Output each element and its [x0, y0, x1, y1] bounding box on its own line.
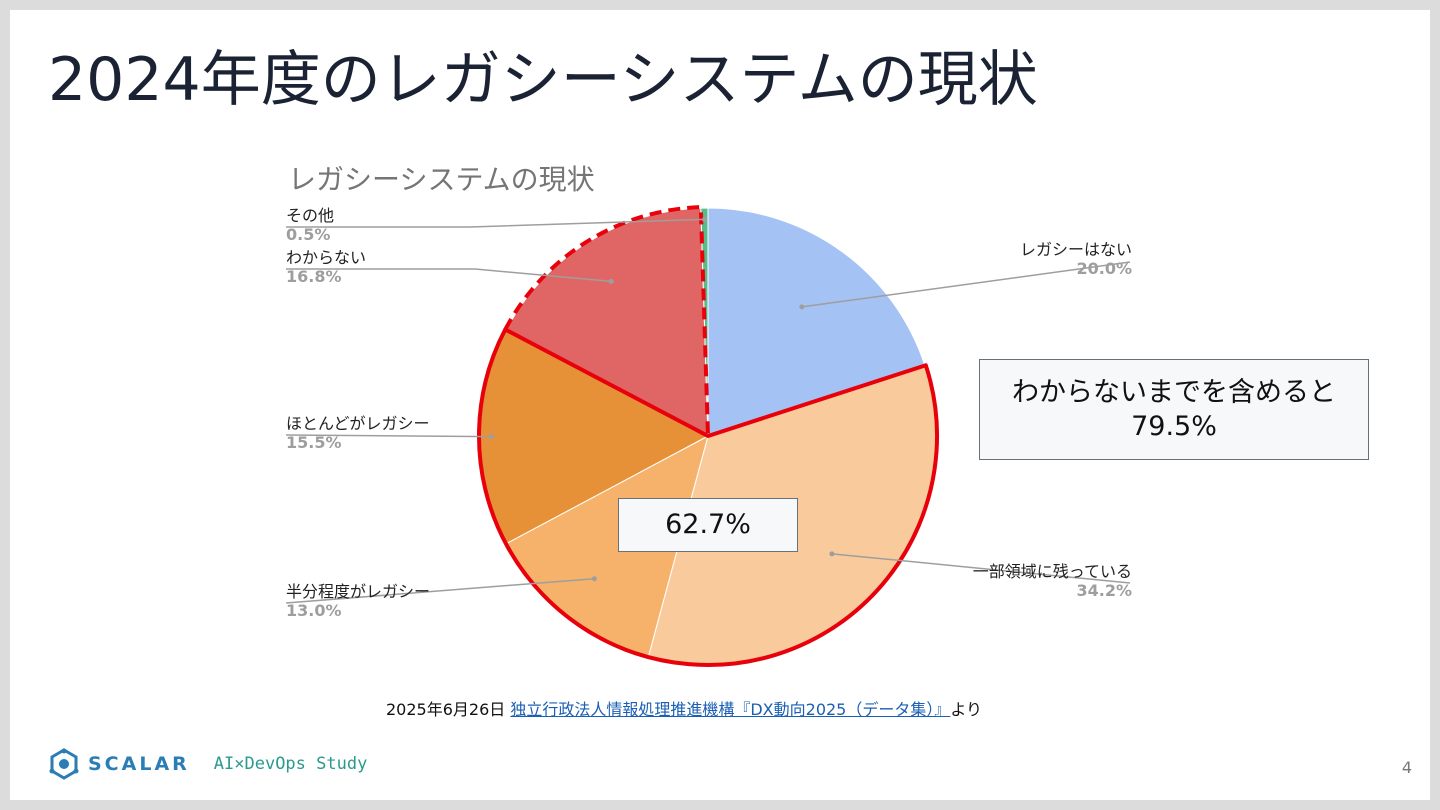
- label-half-legacy: 半分程度がレガシー 13.0%: [286, 584, 430, 619]
- source-suffix: より: [950, 700, 983, 719]
- scalar-logo-icon: [49, 748, 79, 780]
- slice-other: [700, 207, 709, 437]
- leader-unknown: [286, 268, 612, 283]
- leader-no-legacy: [801, 261, 1131, 308]
- slice-no-legacy: [707, 207, 926, 437]
- leader-no-legacy-dot: [799, 304, 805, 310]
- leader-partial-legacy-dot: [829, 551, 835, 557]
- label-half-legacy-name: 半分程度がレガシー: [286, 582, 431, 601]
- label-partial-legacy-value: 34.2%: [1076, 581, 1132, 600]
- page-number: 4: [1401, 758, 1412, 777]
- leader-half-legacy-dot: [591, 576, 597, 582]
- callout-including-unknown: わからないまでを含めると 79.5%: [979, 359, 1369, 460]
- label-unknown: わからない 16.8%: [286, 250, 366, 285]
- callout-big-line2: 79.5%: [1131, 411, 1217, 442]
- leader-mostly-legacy-dot: [488, 434, 494, 440]
- chart-title: レガシーシステムの現状: [288, 163, 595, 196]
- leader-mostly-legacy: [285, 434, 492, 438]
- source-link[interactable]: 独立行政法人情報処理推進機構『DX動向2025（データ集）』: [510, 700, 951, 719]
- label-mostly-legacy-value: 15.5%: [286, 433, 342, 452]
- leader-unknown-dot: [608, 278, 614, 284]
- footer-logo: SCALAR AI×DevOps Study: [48, 748, 367, 780]
- label-mostly-legacy-name: ほとんどがレガシー: [286, 414, 430, 433]
- source-citation: 2025年6月26日 独立行政法人情報処理推進機構『DX動向2025（データ集）…: [386, 696, 982, 720]
- label-unknown-value: 16.8%: [286, 267, 342, 286]
- leader-other: [286, 218, 705, 228]
- label-other: その他 0.5%: [286, 208, 334, 243]
- label-no-legacy-name: レガシーはない: [1019, 240, 1132, 259]
- callout-legacy-total: 62.7%: [618, 498, 798, 552]
- label-half-legacy-value: 13.0%: [286, 601, 342, 620]
- leader-other-dot: [702, 216, 708, 222]
- highlight-outline-legacy: [477, 327, 939, 667]
- leader-partial-legacy: [831, 553, 1131, 584]
- study-name: AI×DevOps Study: [213, 754, 368, 774]
- highlight-outline-unknown: [503, 205, 710, 437]
- source-date: 2025年6月26日: [386, 700, 506, 719]
- leader-half-legacy: [285, 577, 595, 604]
- label-other-name: その他: [286, 206, 335, 225]
- page-title: 2024年度のレガシーシステムの現状: [48, 45, 1038, 115]
- label-mostly-legacy: ほとんどがレガシー 15.5%: [286, 416, 430, 451]
- logo-text: SCALAR: [88, 753, 190, 775]
- label-partial-legacy: 一部領域に残っている 34.2%: [973, 564, 1132, 599]
- label-partial-legacy-name: 一部領域に残っている: [972, 562, 1132, 581]
- callout-big-line1: わからないまでを含めると: [1012, 377, 1336, 408]
- slide: 2024年度のレガシーシステムの現状 レガシーシステムの現状 その他 0.5% …: [10, 10, 1430, 800]
- label-no-legacy-value: 20.0%: [1076, 259, 1132, 278]
- label-unknown-name: わからない: [286, 248, 367, 267]
- label-other-value: 0.5%: [286, 225, 331, 244]
- label-no-legacy: レガシーはない 20.0%: [1020, 242, 1132, 277]
